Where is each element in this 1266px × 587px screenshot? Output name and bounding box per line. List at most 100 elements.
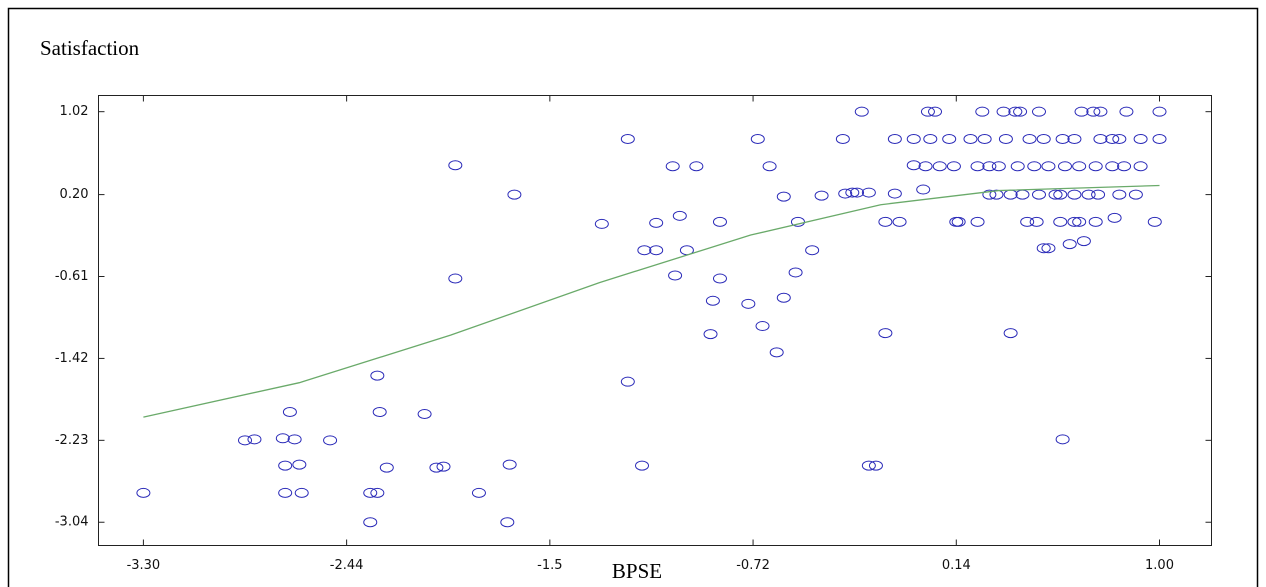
point — [1081, 189, 1096, 200]
point — [970, 216, 985, 227]
point — [323, 435, 338, 446]
point — [1036, 243, 1051, 254]
point — [278, 487, 293, 498]
point — [982, 189, 997, 200]
point — [294, 487, 309, 498]
point — [1119, 106, 1134, 117]
point — [507, 189, 522, 200]
point — [689, 161, 704, 172]
point — [887, 188, 902, 199]
point — [1055, 133, 1070, 144]
point — [916, 184, 931, 195]
point — [1067, 189, 1082, 200]
point — [1072, 161, 1087, 172]
point — [1048, 189, 1063, 200]
point — [868, 460, 883, 471]
point — [372, 407, 387, 418]
point — [1062, 239, 1077, 250]
point — [136, 487, 151, 498]
point — [1057, 161, 1072, 172]
point — [1041, 161, 1056, 172]
point — [1133, 133, 1148, 144]
y-tick-label: 0.20 — [60, 187, 89, 202]
point — [1147, 216, 1162, 227]
point — [838, 188, 853, 199]
point — [668, 270, 683, 281]
point — [1112, 133, 1127, 144]
point — [712, 216, 727, 227]
x-label-box — [562, 548, 712, 587]
point — [1067, 133, 1082, 144]
point — [712, 273, 727, 284]
point — [776, 292, 791, 303]
point — [417, 409, 432, 420]
point — [951, 216, 966, 227]
point — [805, 245, 820, 256]
point — [502, 459, 517, 470]
point — [620, 133, 635, 144]
point — [932, 161, 947, 172]
point — [429, 462, 444, 473]
point — [649, 217, 664, 228]
point — [788, 267, 803, 278]
point — [1105, 133, 1120, 144]
point — [278, 460, 293, 471]
point — [989, 189, 1004, 200]
point — [769, 347, 784, 358]
point — [861, 460, 876, 471]
point — [370, 370, 385, 381]
point — [1008, 106, 1023, 117]
x-tick-label: -3.30 — [127, 558, 161, 573]
point — [1107, 212, 1122, 223]
point — [1036, 133, 1051, 144]
point — [755, 321, 770, 332]
point — [275, 433, 290, 444]
point — [1152, 133, 1167, 144]
point — [635, 460, 650, 471]
point — [741, 298, 756, 309]
point — [975, 106, 990, 117]
point — [1053, 216, 1068, 227]
fit-line — [143, 184, 1160, 418]
point — [1093, 133, 1108, 144]
point — [649, 245, 664, 256]
point — [906, 133, 921, 144]
point — [1152, 106, 1167, 117]
point — [918, 161, 933, 172]
x-tick-label: -2.44 — [330, 558, 364, 573]
point — [448, 160, 463, 171]
y-tick-label: -1.42 — [55, 351, 89, 366]
point — [928, 106, 943, 117]
point — [996, 106, 1011, 117]
point — [363, 517, 378, 528]
point — [1093, 106, 1108, 117]
point — [1041, 243, 1056, 254]
x-tick-label: -0.72 — [736, 558, 770, 573]
point — [963, 133, 978, 144]
y-axis-label: Satisfaction — [40, 36, 140, 60]
point — [982, 161, 997, 172]
point — [776, 191, 791, 202]
point — [946, 161, 961, 172]
point — [1088, 216, 1103, 227]
point — [1027, 161, 1042, 172]
point — [1088, 161, 1103, 172]
point — [672, 210, 687, 221]
point — [1133, 161, 1148, 172]
point — [370, 487, 385, 498]
point — [861, 187, 876, 198]
point — [1074, 106, 1089, 117]
point — [436, 461, 451, 472]
point — [991, 161, 1006, 172]
x-axis-label: BPSE — [612, 559, 662, 583]
y-tick-label: -3.04 — [55, 515, 89, 530]
point — [1128, 189, 1143, 200]
point — [920, 106, 935, 117]
point — [878, 216, 893, 227]
point — [448, 273, 463, 284]
point — [500, 517, 515, 528]
point — [379, 462, 394, 473]
point — [282, 407, 297, 418]
point — [1112, 189, 1127, 200]
